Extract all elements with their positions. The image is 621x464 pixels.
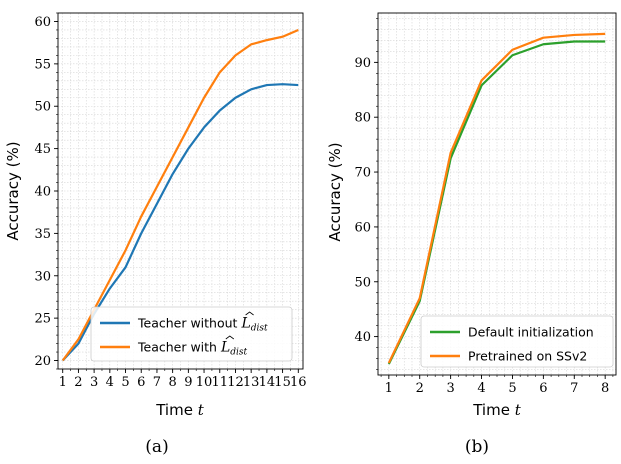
x-tick-label: 1 [385, 381, 393, 396]
x-tick-label: 4 [477, 381, 485, 396]
legend: Default initialization Pretrained on SSv2 [420, 315, 614, 368]
y-tick-label: 55 [34, 57, 51, 72]
y-tick-label: 60 [34, 15, 51, 30]
hat-accent [245, 311, 254, 316]
x-tick-label: 15 [274, 375, 291, 390]
y-tick-label: 35 [34, 227, 51, 242]
y-tick-label: 30 [34, 269, 51, 284]
y-tick-label: 70 [354, 166, 371, 181]
y-tick-label: 90 [354, 56, 371, 71]
grid [378, 13, 616, 375]
x-tick-label: 1 [59, 375, 67, 390]
x-tick-label: 8 [169, 375, 177, 390]
series-line-1 [61, 83, 299, 362]
x-tick-label: 9 [184, 375, 192, 390]
legend: Teacher without Ldist Teacher with Ldist [90, 306, 293, 362]
legend-box [90, 306, 293, 362]
y-tick-label: 20 [34, 354, 51, 369]
x-tick-label: 11 [211, 375, 228, 390]
x-tick-label: 6 [539, 381, 547, 396]
y-axis-label: Accuracy (%) [326, 142, 344, 241]
x-tick-label: 12 [227, 375, 244, 390]
legend-label-2: Teacher with Ldist [137, 340, 248, 358]
hat-accent [225, 335, 235, 340]
y-tick-label: 60 [354, 220, 371, 235]
y-tick-label: 50 [354, 275, 371, 290]
chart-panel-b: 1 2 3 4 5 6 7 8 40 50 60 70 80 90 Accuracy (%) Time t De… [326, 12, 617, 457]
y-tick-label: 80 [354, 111, 371, 126]
y-tick-label: 50 [34, 100, 51, 115]
x-tick-label: 5 [508, 381, 516, 396]
x-tick-label: 14 [259, 375, 276, 390]
x-tick-label: 2 [74, 375, 82, 390]
x-tick-label: 8 [601, 381, 609, 396]
x-tick-label: 13 [243, 375, 260, 390]
chart-panel-a: 1 2 3 4 5 6 7 8 9 10 11 12 13 14 15 1620253035404550556… [4, 12, 307, 457]
x-axis-label: Time t [155, 401, 204, 419]
series-line-2 [61, 28, 299, 362]
panel-caption: (a) [145, 437, 168, 457]
x-tick-label: 7 [570, 381, 578, 396]
x-tick-label: 10 [196, 375, 213, 390]
x-tick-label: 3 [446, 381, 454, 396]
legend-label-2: Pretrained on SSv2 [468, 349, 587, 364]
x-tick-label: 6 [137, 375, 145, 390]
legend-label-1: Default initialization [468, 325, 594, 340]
y-tick-label: 45 [34, 142, 51, 157]
x-tick-label: 4 [106, 375, 114, 390]
legend-box [420, 315, 614, 368]
y-tick-label: 40 [34, 185, 51, 200]
x-tick-label: 16 [290, 375, 307, 390]
y-tick-label: 25 [34, 312, 51, 327]
legend-label-1: Teacher without Ldist [137, 316, 268, 334]
x-tick-label: 3 [90, 375, 98, 390]
panel-caption: (b) [465, 437, 489, 457]
y-tick-label: 40 [354, 330, 371, 345]
x-tick-label: 5 [121, 375, 129, 390]
x-axis-label: Time t [472, 401, 521, 419]
x-tick-label: 2 [416, 381, 424, 396]
y-axis-label: Accuracy (%) [4, 141, 22, 240]
x-tick-label: 7 [153, 375, 161, 390]
series-line-2 [387, 32, 606, 364]
